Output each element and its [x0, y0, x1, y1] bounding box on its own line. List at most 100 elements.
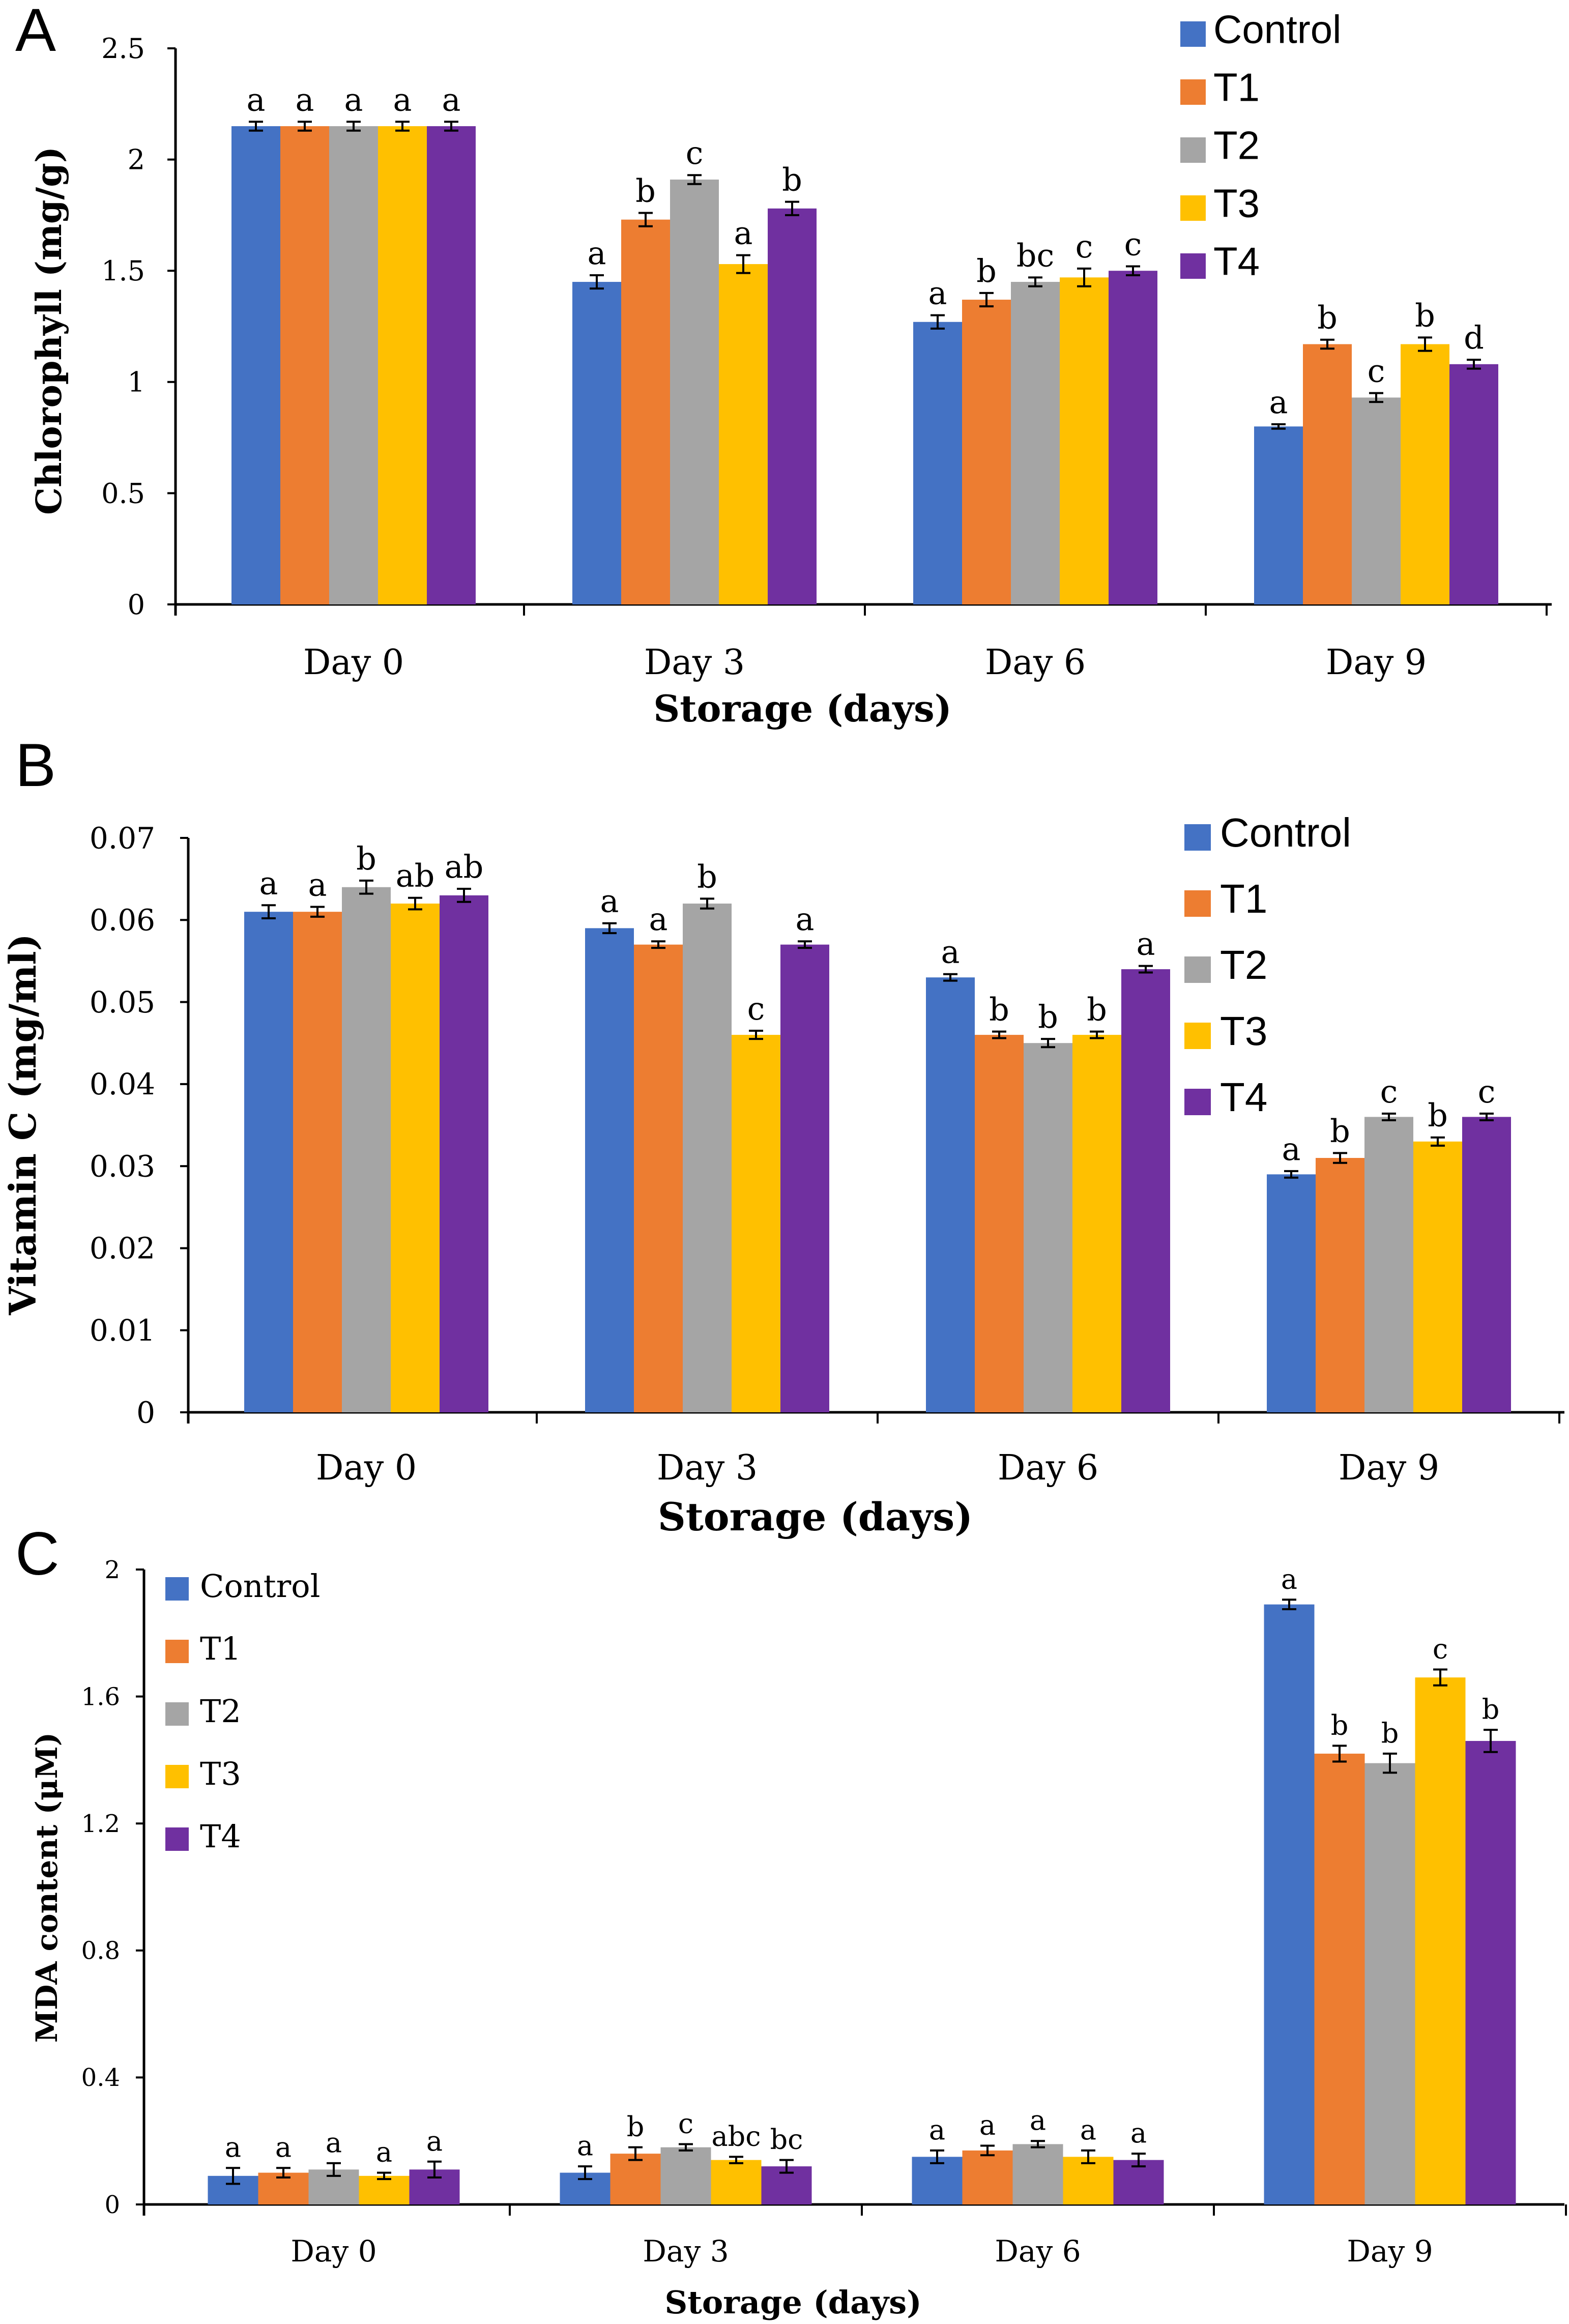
bar-t3-day-0 [391, 904, 440, 1412]
significance-letter: b [697, 858, 717, 895]
bar-t1-day-3 [621, 219, 670, 604]
significance-letter: abc [711, 2120, 761, 2152]
significance-letter: a [941, 934, 960, 971]
panel-label: C [15, 1520, 60, 1588]
x-tick-label: Day 6 [985, 643, 1086, 683]
significance-letter: bc [1016, 237, 1054, 274]
bar-t3-day-3 [711, 2160, 762, 2204]
y-tick-label: 0 [104, 2191, 120, 2219]
significance-letter: b [1428, 1097, 1448, 1134]
bar-t4-day-0 [427, 126, 476, 604]
bar-t1-day-3 [610, 2154, 661, 2204]
significance-letter: a [1282, 1130, 1301, 1168]
x-tick-label: Day 0 [316, 1448, 417, 1488]
bar-t1-day-0 [280, 126, 329, 604]
y-tick-label: 2 [104, 1556, 120, 1584]
bar-t1-day-9 [1316, 1158, 1364, 1412]
significance-letter: a [734, 215, 753, 252]
significance-letter: a [393, 81, 412, 118]
significance-letter: c [1478, 1073, 1496, 1110]
significance-letter: c [1124, 225, 1142, 263]
panel-label: A [15, 0, 56, 64]
significance-letter: a [326, 2127, 342, 2159]
x-tick-label: Day 0 [303, 643, 404, 683]
legend-label: Control [1213, 7, 1341, 52]
bar-t3-day-6 [1063, 2157, 1114, 2204]
legend-swatch [1180, 195, 1206, 221]
significance-letter: a [577, 2130, 593, 2162]
legend: Control T1 T2 T3 T4 [1180, 7, 1341, 284]
significance-letter: b [1415, 297, 1435, 334]
significance-letter: bc [770, 2124, 803, 2156]
significance-letter: d [1464, 319, 1484, 356]
x-tick-label: Day 9 [1347, 2234, 1433, 2269]
legend-swatch [165, 1577, 189, 1601]
significance-letter: b [1482, 1693, 1500, 1725]
y-tick-label: 1.5 [101, 255, 145, 287]
legend-swatch [165, 1640, 189, 1663]
bar-t4-day-9 [1465, 1740, 1516, 2204]
legend-label: T2 [1213, 123, 1260, 168]
bar-t3-day-3 [732, 1035, 780, 1412]
bar-control-day-0 [231, 126, 280, 604]
significance-letter: a [796, 900, 815, 938]
significance-letter: a [1130, 2117, 1147, 2149]
bar-t2-day-3 [670, 179, 719, 604]
bar-t2-day-6 [1024, 1043, 1072, 1412]
y-tick-label: 0.4 [81, 2064, 120, 2092]
legend-swatch [165, 1702, 189, 1726]
x-tick-label: Day 3 [643, 2234, 729, 2269]
x-tick-label: Day 3 [644, 643, 745, 683]
significance-letter: ab [396, 857, 435, 894]
x-tick-label: Day 9 [1326, 643, 1427, 683]
legend-swatch [1184, 1023, 1211, 1049]
significance-letter: a [1281, 1563, 1297, 1595]
bar-t2-day-3 [660, 2147, 711, 2204]
legend-label: T4 [1213, 239, 1260, 284]
bar-t2-day-3 [683, 904, 732, 1412]
bar-t4-day-6 [1113, 2160, 1164, 2204]
legend-label: T1 [1220, 876, 1267, 921]
x-tick-label: Day 3 [657, 1448, 758, 1488]
significance-letter: a [1137, 925, 1155, 963]
chart-panel-b: B00.010.020.030.040.050.060.07a ab ab abDay… [1, 731, 1564, 1539]
significance-letter: a [296, 81, 314, 118]
significance-letter: b [356, 840, 376, 877]
bar-t2-day-6 [1011, 282, 1060, 604]
bar-t4-day-9 [1462, 1117, 1511, 1412]
legend-label: T1 [1213, 65, 1260, 110]
legend-swatch [165, 1765, 189, 1788]
legend-label: T2 [200, 1693, 241, 1730]
legend: Control T1 T2 T3 T4 [165, 1567, 320, 1855]
significance-letter: a [442, 81, 461, 118]
bar-t1-day-9 [1314, 1753, 1365, 2204]
x-axis-title: Storage (days) [658, 1494, 973, 1539]
significance-letter: ab [445, 848, 484, 885]
significance-letter: a [600, 883, 619, 920]
bar-t1-day-6 [962, 300, 1011, 604]
significance-letter: a [928, 275, 947, 312]
panel-label: B [15, 731, 56, 799]
y-tick-label: 0 [136, 1395, 155, 1430]
bar-t3-day-0 [378, 126, 427, 604]
legend-swatch [1184, 1089, 1211, 1115]
x-tick-label: Day 6 [995, 2234, 1081, 2269]
bar-t2-day-0 [342, 887, 391, 1412]
bar-control-day-3 [572, 282, 621, 604]
bar-t3-day-3 [719, 264, 768, 604]
legend-label: T4 [1220, 1074, 1267, 1120]
bar-t2-day-9 [1352, 397, 1401, 604]
bar-t3-day-9 [1401, 344, 1449, 604]
x-tick-label: Day 0 [290, 2234, 376, 2269]
significance-letter: a [588, 235, 606, 272]
legend-label: Control [1220, 810, 1351, 855]
significance-letter: a [225, 2131, 241, 2163]
legend-swatch [1180, 21, 1206, 47]
bar-control-day-9 [1267, 1174, 1316, 1412]
legend-label: Control [200, 1567, 320, 1605]
significance-letter: c [1380, 1073, 1398, 1110]
significance-letter: a [426, 2125, 443, 2157]
y-tick-label: 2 [128, 144, 145, 176]
